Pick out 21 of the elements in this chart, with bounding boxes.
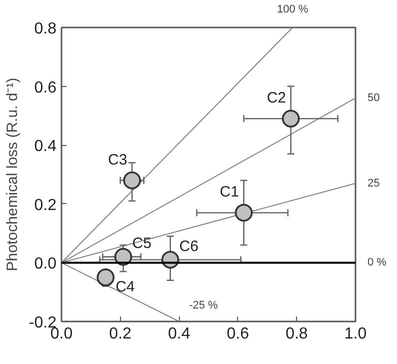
y-tick-label: 0.8 [34,20,57,38]
annotation: C3 [108,151,128,168]
x-tick-label: 0.8 [286,326,308,342]
annotation: C1 [220,184,239,201]
series-label: 50 [368,92,380,104]
x-tick-label: 0.6 [226,326,250,342]
y-tick-label: 0.4 [34,138,57,156]
series-label: 100 % [276,4,308,16]
x-tick-label: 0.2 [109,326,132,342]
x-tick-label: 1.0 [344,326,367,342]
annotation: C2 [266,90,286,107]
y-axis-title: Photochemical loss (R.u. d⁻¹) [4,78,21,272]
y-tick-label: 0.0 [34,256,57,273]
annotation: C6 [179,238,198,255]
y-tick-label: 0.2 [34,196,57,214]
series-label: -25 % [189,300,218,312]
ref-line-label: 0 % [368,256,387,269]
x-tick-label: 0.4 [168,326,190,342]
series-label: 25 [368,177,380,190]
y-tick-label: 0.6 [34,79,57,96]
annotation: C4 [116,278,135,296]
